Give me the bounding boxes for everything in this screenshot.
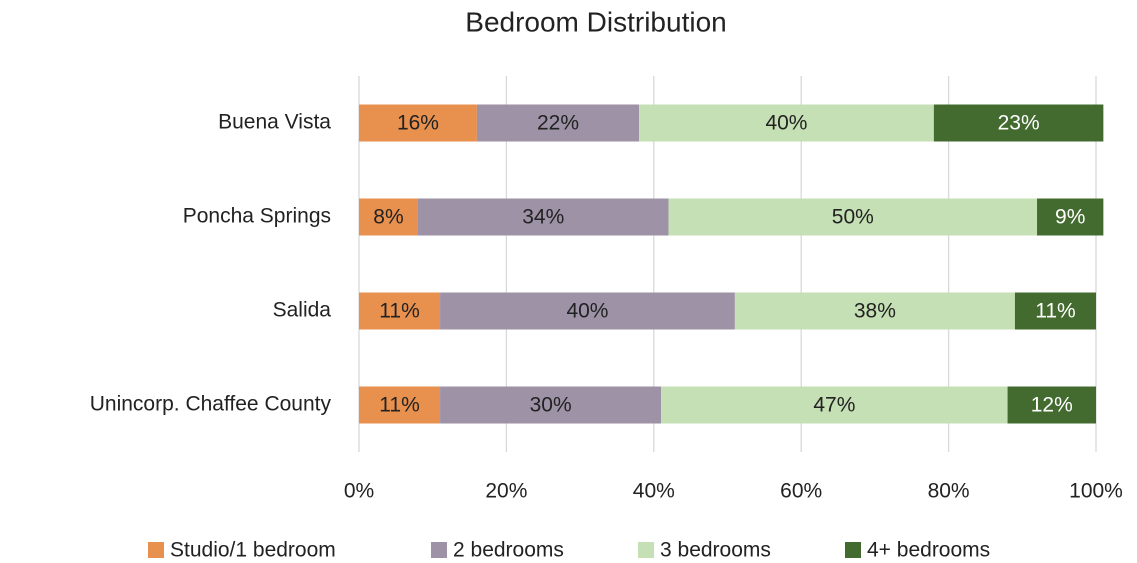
data-label: 50% (832, 206, 874, 229)
data-label: 38% (854, 300, 896, 323)
legend-label: 2 bedrooms (453, 539, 564, 562)
x-tick-label: 80% (928, 480, 970, 503)
chart-title: Bedroom Distribution (465, 6, 726, 37)
y-tick-label: Unincorp. Chaffee County (90, 393, 332, 416)
data-label: 11% (379, 394, 419, 417)
bar-segment (1007, 386, 1096, 424)
bar-segment (440, 292, 735, 330)
data-label: 47% (813, 394, 855, 417)
data-label: 11% (1035, 300, 1075, 323)
legend-swatch (638, 542, 654, 558)
bar-segment (359, 104, 477, 142)
legend-label: 3 bedrooms (660, 539, 771, 562)
bar-segment (734, 292, 1015, 330)
bar-segment (476, 104, 640, 142)
x-tick-label: 40% (633, 480, 675, 503)
legend-swatch (148, 542, 164, 558)
bar-segment (359, 386, 441, 424)
bar-segment (933, 104, 1104, 142)
data-label: 34% (522, 206, 564, 229)
data-label: 40% (765, 112, 807, 135)
bar-segment (639, 104, 934, 142)
y-tick-label: Salida (273, 299, 332, 322)
x-tick-label: 100% (1069, 480, 1123, 503)
legend-swatch (845, 542, 861, 558)
x-tick-label: 0% (344, 480, 374, 503)
bar-segment (668, 198, 1038, 236)
y-tick-label: Poncha Springs (183, 205, 331, 228)
legend-swatch (431, 542, 447, 558)
legend-label: Studio/1 bedroom (170, 539, 336, 562)
legend-label: 4+ bedrooms (867, 539, 990, 562)
data-label: 12% (1031, 394, 1073, 417)
data-label: 16% (397, 112, 439, 135)
bar-segment (359, 292, 441, 330)
data-label: 23% (998, 112, 1040, 135)
data-label: 22% (537, 112, 579, 135)
data-label: 11% (379, 300, 419, 323)
y-tick-label: Buena Vista (218, 111, 331, 134)
bar-segment (661, 386, 1008, 424)
data-label: 40% (566, 300, 608, 323)
bar-segment (1037, 198, 1104, 236)
bar-segment (1014, 292, 1096, 330)
x-tick-label: 60% (780, 480, 822, 503)
bar-segment (417, 198, 669, 236)
data-label: 9% (1055, 206, 1085, 229)
bar-segment (359, 198, 418, 236)
bar-segment (440, 386, 662, 424)
data-label: 8% (373, 206, 403, 229)
x-tick-label: 20% (485, 480, 527, 503)
data-label: 30% (530, 394, 572, 417)
